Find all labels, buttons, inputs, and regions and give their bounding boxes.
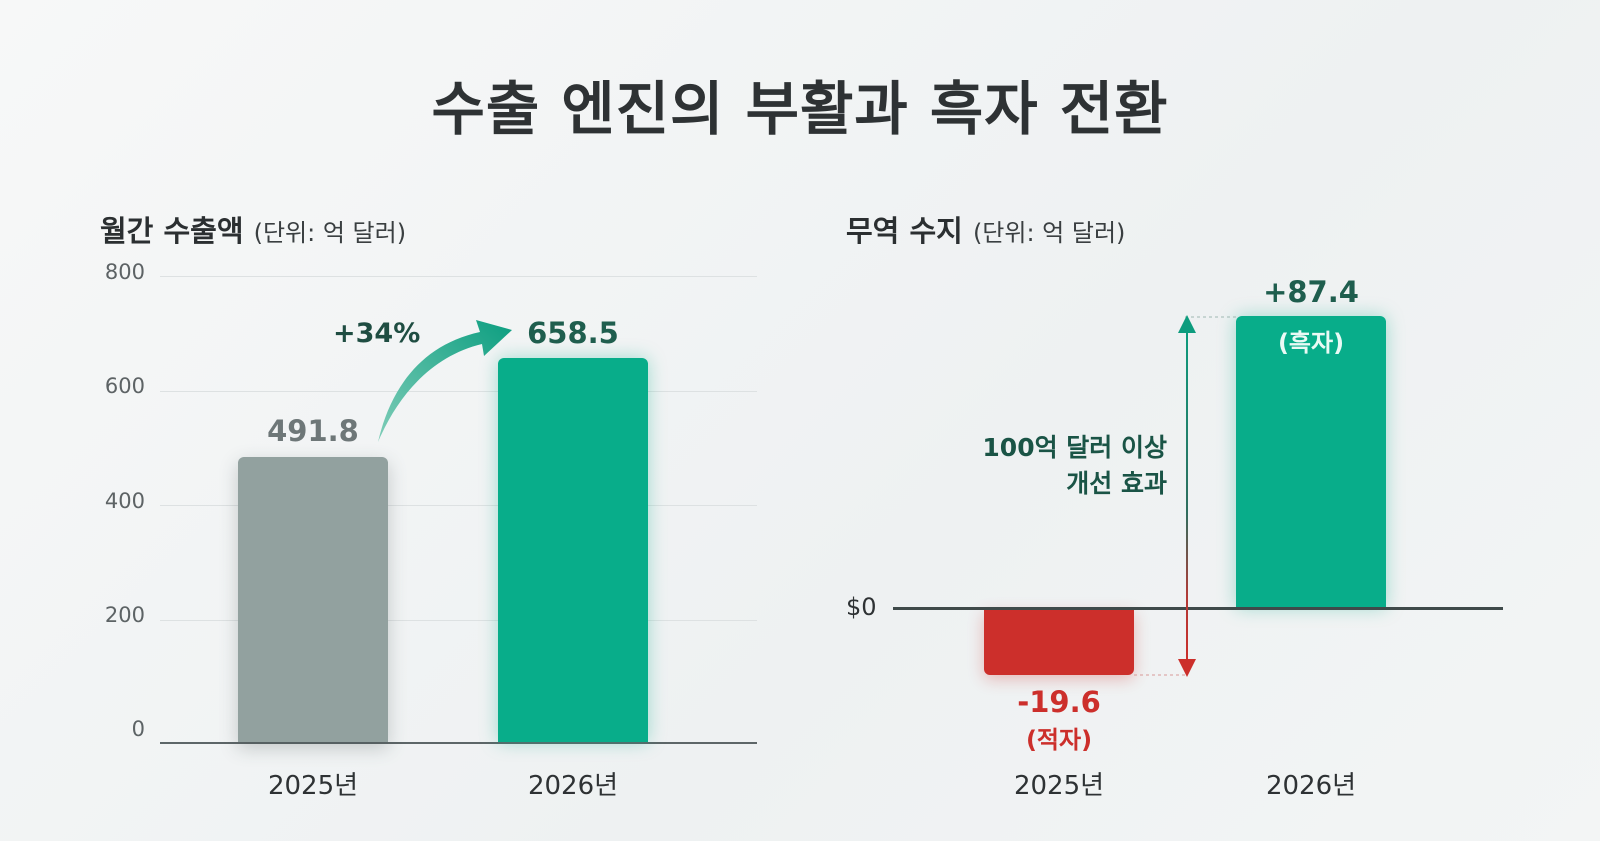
growth-label: +34%: [333, 318, 421, 349]
x-label-2025-balance: 2025년: [1013, 771, 1105, 801]
y-tick: 0: [131, 717, 145, 741]
value-label-2025: 491.8: [267, 414, 359, 448]
deficit-label: (적자): [1025, 726, 1093, 754]
y-tick: 800: [104, 260, 145, 284]
trade-balance-title: 무역 수지 (단위: 억 달러): [846, 208, 1125, 250]
dotted-guide-top: [1185, 316, 1237, 318]
export-chart-title-text: 월간 수출액: [100, 214, 244, 248]
x-label-2026: 2026년: [527, 771, 619, 801]
value-label-2026-balance: +87.4: [1263, 275, 1359, 309]
surplus-label: (흑자): [1277, 329, 1345, 357]
gridline: [160, 391, 757, 392]
x-label-2025: 2025년: [267, 771, 359, 801]
gridline: [160, 505, 757, 506]
y-tick: 400: [104, 489, 145, 513]
gridline: [160, 620, 757, 621]
value-label-2025-balance: -19.6: [1017, 685, 1101, 719]
zero-label: $0: [846, 593, 877, 621]
zero-line: [893, 607, 1503, 610]
y-tick: 600: [104, 374, 145, 398]
export-chart-title: 월간 수출액 (단위: 억 달러): [100, 208, 406, 250]
growth-arrow-icon: [378, 320, 512, 442]
x-axis: [160, 742, 757, 744]
improvement-double-arrow-icon: [1178, 315, 1196, 677]
value-label-2026: 658.5: [527, 316, 619, 350]
improvement-annotation: 100억 달러 이상 개선 효과: [930, 430, 1167, 502]
y-tick: 200: [104, 603, 145, 627]
export-chart-unit: (단위: 억 달러): [253, 219, 407, 247]
bar-2026-exports: [498, 358, 648, 742]
bar-2026-trade-balance: [1236, 316, 1386, 608]
dotted-guide-bottom: [1134, 674, 1186, 676]
trade-balance-title-text: 무역 수지: [846, 214, 963, 248]
improvement-annotation-line1: 100억 달러 이상: [982, 433, 1167, 462]
gridline: [160, 276, 757, 277]
trade-balance-unit: (단위: 억 달러): [972, 219, 1126, 247]
bar-2025-exports: [238, 457, 388, 742]
page-title: 수출 엔진의 부활과 흑자 전환: [431, 75, 1169, 143]
improvement-annotation-line2: 개선 효과: [1066, 469, 1167, 498]
bar-2025-trade-balance: [984, 610, 1134, 675]
x-label-2026-balance: 2026년: [1265, 771, 1357, 801]
